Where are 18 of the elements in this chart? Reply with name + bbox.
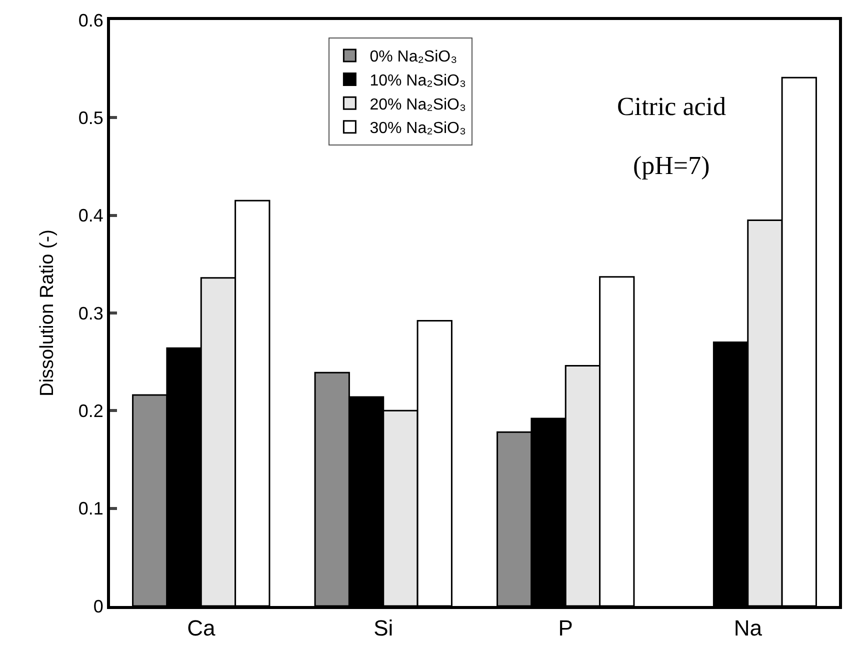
annotation: (pH=7) xyxy=(633,151,710,180)
legend-label: 10% Na₂SiO₃ xyxy=(370,72,466,90)
y-tick-label: 0.1 xyxy=(78,498,104,519)
y-tick-label: 0 xyxy=(93,596,104,616)
legend-label: 0% Na₂SiO₃ xyxy=(370,48,458,66)
y-tick-label: 0.5 xyxy=(78,108,104,128)
legend-label: 20% Na₂SiO₃ xyxy=(370,96,466,114)
annotation: Citric acid xyxy=(617,92,726,121)
y-tick-label: 0.3 xyxy=(78,303,104,324)
x-tick-label: Na xyxy=(734,615,763,640)
y-axis-title: Dissolution Ratio (-) xyxy=(37,230,58,396)
legend-label: 30% Na₂SiO₃ xyxy=(370,120,466,138)
x-tick-label: P xyxy=(558,615,573,640)
x-tick-label: Si xyxy=(374,615,394,640)
y-tick-label: 0.6 xyxy=(78,10,104,30)
y-tick-label: 0.2 xyxy=(78,400,104,421)
x-tick-label: Ca xyxy=(187,615,216,640)
y-tick-label: 0.4 xyxy=(78,206,104,226)
